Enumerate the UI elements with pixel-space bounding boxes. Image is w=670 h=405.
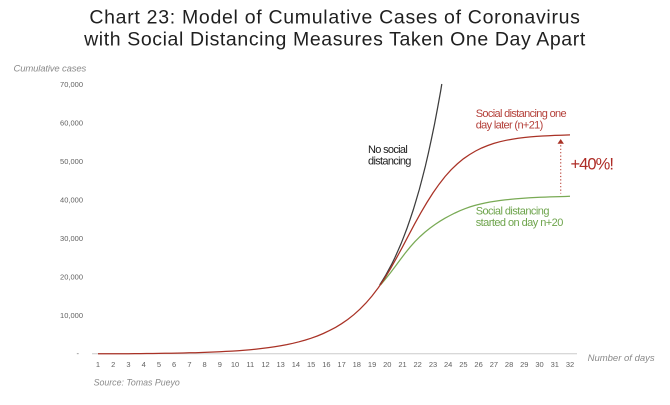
svg-text:4: 4 [142, 360, 146, 369]
svg-text:50,000: 50,000 [60, 157, 83, 166]
svg-text:Social distancing: Social distancing [476, 205, 550, 217]
svg-text:15: 15 [307, 360, 315, 369]
svg-text:60,000: 60,000 [60, 119, 83, 128]
svg-text:Number of days: Number of days [588, 353, 655, 364]
svg-text:30,000: 30,000 [60, 234, 83, 243]
svg-text:13: 13 [277, 360, 285, 369]
svg-text:18: 18 [353, 360, 361, 369]
svg-text:3: 3 [126, 360, 130, 369]
svg-text:17: 17 [337, 360, 345, 369]
svg-text:70,000: 70,000 [60, 80, 83, 89]
svg-text:22: 22 [414, 360, 422, 369]
svg-text:19: 19 [368, 360, 376, 369]
svg-text:-: - [77, 349, 80, 358]
svg-text:6: 6 [172, 360, 176, 369]
svg-text:10: 10 [231, 360, 239, 369]
svg-text:9: 9 [218, 360, 222, 369]
svg-text:Cumulative cases: Cumulative cases [14, 64, 87, 75]
svg-text:29: 29 [520, 360, 528, 369]
svg-text:8: 8 [203, 360, 207, 369]
svg-text:started on day n+20: started on day n+20 [476, 217, 564, 229]
svg-text:16: 16 [322, 360, 330, 369]
svg-text:28: 28 [505, 360, 513, 369]
svg-text:24: 24 [444, 360, 452, 369]
svg-text:32: 32 [566, 360, 574, 369]
svg-text:Social distancing one: Social distancing one [476, 108, 567, 120]
svg-text:Source: Tomas Pueyo: Source: Tomas Pueyo [94, 378, 180, 388]
svg-text:with Social Distancing Measure: with Social Distancing Measures Taken On… [83, 29, 586, 51]
svg-text:31: 31 [551, 360, 559, 369]
svg-text:27: 27 [490, 360, 498, 369]
svg-text:Chart 23: Model of Cumulative: Chart 23: Model of Cumulative Cases of C… [89, 7, 580, 29]
svg-text:21: 21 [398, 360, 406, 369]
svg-text:30: 30 [535, 360, 543, 369]
svg-text:11: 11 [246, 360, 254, 369]
svg-text:14: 14 [292, 360, 300, 369]
svg-text:40,000: 40,000 [60, 196, 83, 205]
svg-text:day later (n+21): day later (n+21) [476, 120, 543, 132]
svg-text:7: 7 [187, 360, 191, 369]
svg-text:20,000: 20,000 [60, 273, 83, 282]
svg-text:12: 12 [261, 360, 269, 369]
svg-text:25: 25 [459, 360, 467, 369]
svg-text:5: 5 [157, 360, 161, 369]
svg-text:26: 26 [474, 360, 482, 369]
svg-text:2: 2 [111, 360, 115, 369]
svg-text:No social: No social [368, 144, 407, 156]
svg-text:+40%!: +40%! [571, 156, 614, 174]
svg-text:distancing: distancing [368, 155, 411, 167]
svg-text:23: 23 [429, 360, 437, 369]
svg-text:1: 1 [96, 360, 100, 369]
svg-text:20: 20 [383, 360, 391, 369]
svg-text:10,000: 10,000 [60, 311, 83, 320]
